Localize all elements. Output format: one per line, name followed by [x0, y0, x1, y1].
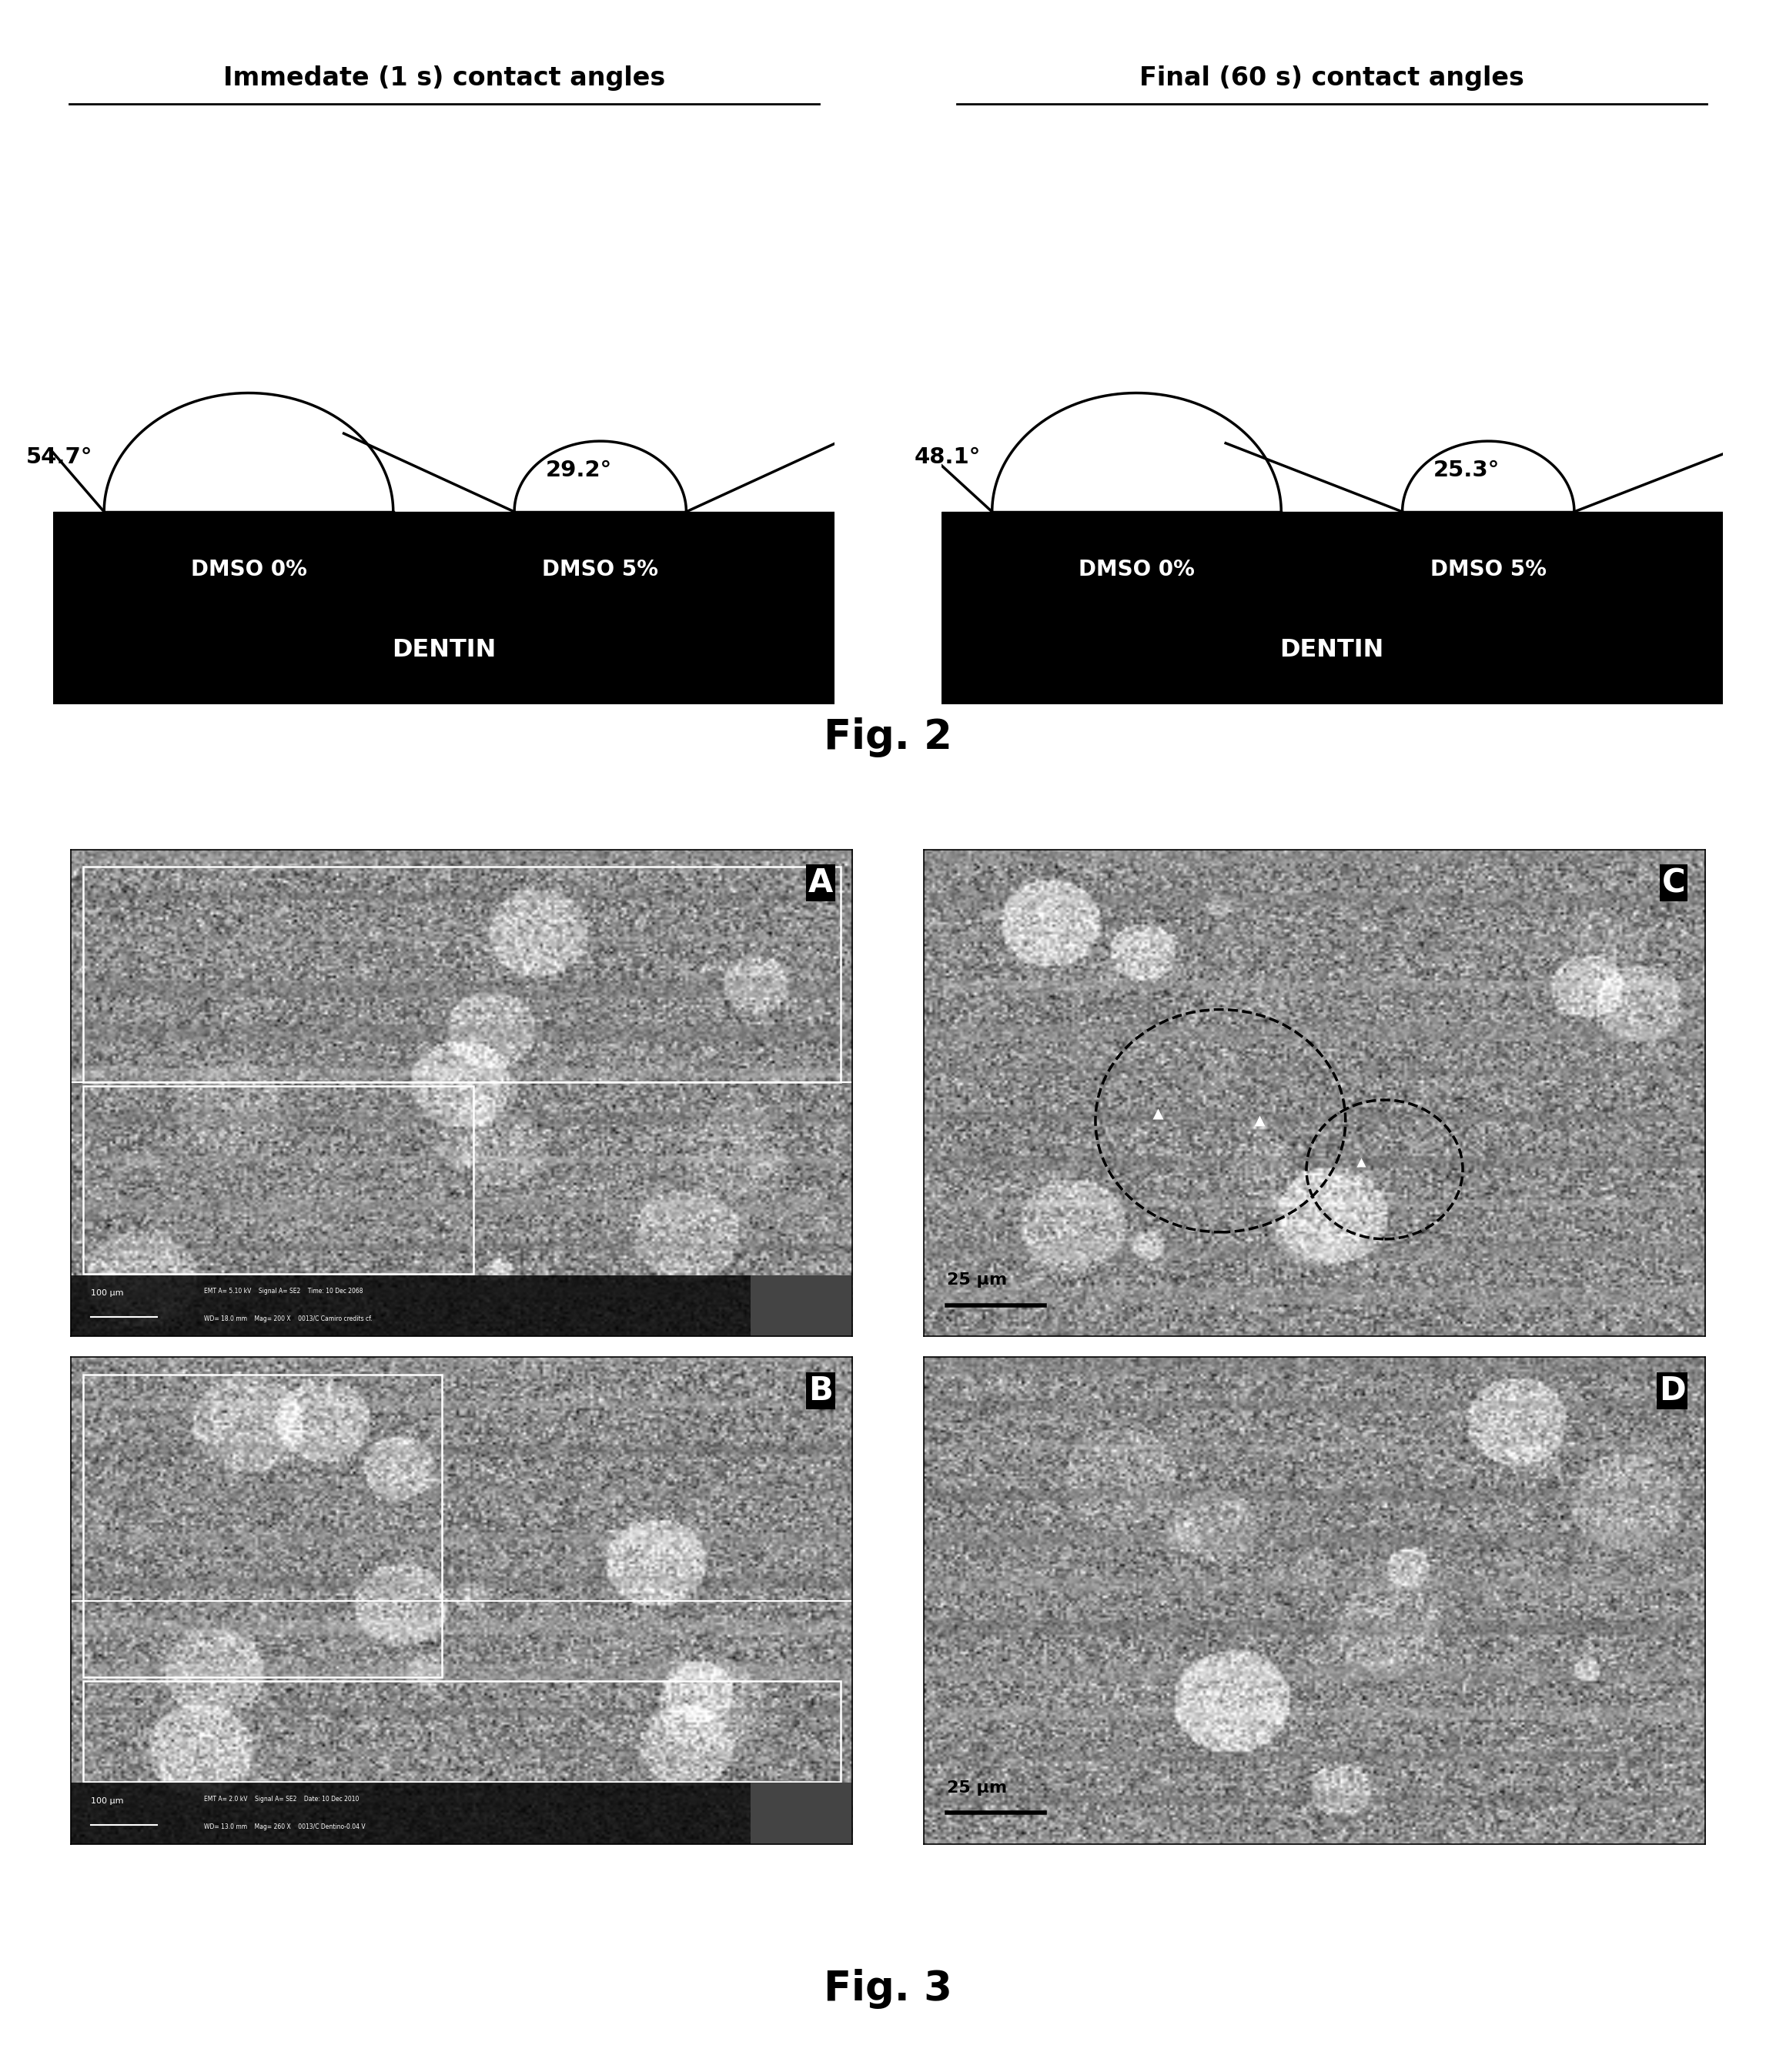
- Text: 25.3°: 25.3°: [1433, 460, 1501, 481]
- Text: 48.1°: 48.1°: [915, 445, 980, 468]
- Bar: [83, 1374, 442, 1676]
- Text: 100 μm: 100 μm: [91, 1796, 123, 1805]
- Text: WD= 18.0 mm    Mag= 200 X    0013/C Camiro credits cf.: WD= 18.0 mm Mag= 200 X 0013/C Camiro cre…: [204, 1316, 373, 1322]
- Bar: [941, 512, 1723, 704]
- Text: 100 μm: 100 μm: [91, 1289, 123, 1297]
- Text: EMT A= 2.0 kV    Signal A= SE2    Date: 10 Dec 2010: EMT A= 2.0 kV Signal A= SE2 Date: 10 Dec…: [204, 1796, 359, 1803]
- Text: DENTIN: DENTIN: [392, 638, 496, 661]
- Bar: [71, 1782, 852, 1844]
- Text: 25 μm: 25 μm: [947, 1780, 1007, 1794]
- Bar: [83, 1086, 474, 1274]
- Text: DMSO 5%: DMSO 5%: [542, 559, 659, 580]
- Text: EMT A= 5.10 kV    Signal A= SE2    Time: 10 Dec 2068: EMT A= 5.10 kV Signal A= SE2 Time: 10 De…: [204, 1289, 362, 1295]
- Text: Final (60 s) contact angles: Final (60 s) contact angles: [1140, 66, 1524, 91]
- Text: Fig. 2: Fig. 2: [824, 717, 952, 758]
- Bar: [53, 512, 835, 704]
- Bar: [751, 1274, 852, 1336]
- Text: B: B: [808, 1374, 833, 1407]
- Text: WD= 13.0 mm    Mag= 260 X    0013/C Dentino-0.04 V: WD= 13.0 mm Mag= 260 X 0013/C Dentino-0.…: [204, 1823, 366, 1830]
- Text: DMSO 5%: DMSO 5%: [1430, 559, 1547, 580]
- Text: DENTIN: DENTIN: [1280, 638, 1384, 661]
- Text: A: A: [808, 866, 833, 899]
- Text: 54.7°: 54.7°: [27, 445, 92, 468]
- Bar: [751, 1782, 852, 1844]
- Text: 29.2°: 29.2°: [545, 460, 613, 481]
- Bar: [83, 1680, 840, 1782]
- Text: DMSO 0%: DMSO 0%: [1078, 559, 1195, 580]
- Text: Immedate (1 s) contact angles: Immedate (1 s) contact angles: [224, 66, 664, 91]
- Bar: [83, 866, 840, 1082]
- Bar: [71, 1274, 852, 1336]
- Text: D: D: [1659, 1374, 1685, 1407]
- Text: Fig. 3: Fig. 3: [824, 1968, 952, 2010]
- Text: 25 μm: 25 μm: [947, 1272, 1007, 1289]
- Text: C: C: [1662, 866, 1685, 899]
- Text: DMSO 0%: DMSO 0%: [190, 559, 307, 580]
